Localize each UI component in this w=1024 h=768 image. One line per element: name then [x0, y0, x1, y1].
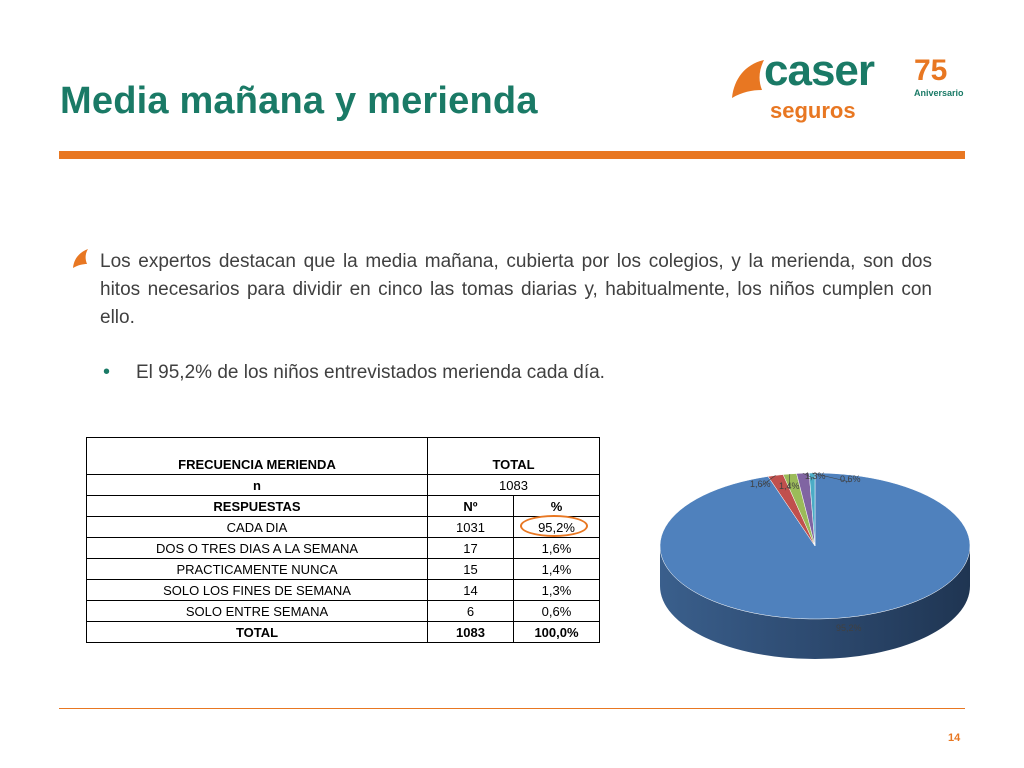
- highlight-circle: [520, 515, 588, 537]
- logo-sail-icon: [732, 60, 764, 98]
- total-label: TOTAL: [86, 621, 428, 643]
- logo-subtitle: seguros: [770, 98, 856, 123]
- pie-chart: 1,6% 1,4% 1,3% 0,6% 95,2%: [650, 460, 980, 690]
- row-num: 15: [427, 558, 514, 580]
- row-num: 1031: [427, 516, 514, 538]
- pie-leader-line: [802, 472, 816, 480]
- intro-paragraph: Los expertos destacan que la media mañan…: [100, 251, 932, 328]
- pie-chart-svg: [659, 472, 971, 659]
- pie-leader-line: [788, 473, 791, 490]
- pie-leader-line: [812, 472, 851, 483]
- footer-divider: [59, 708, 965, 709]
- pie-data-label: 1,6%: [750, 479, 771, 489]
- table-header-total: TOTAL: [427, 437, 600, 475]
- table-col-num: Nº: [427, 495, 514, 517]
- page-number: 14: [948, 732, 961, 744]
- row-pct: 1,6%: [513, 537, 600, 559]
- frequency-table: FRECUENCIA MERIENDA TOTAL n 1083 RESPUES…: [86, 437, 600, 643]
- table-header-frecuencia: FRECUENCIA MERIENDA: [86, 437, 428, 475]
- pie-data-label: 1,4%: [779, 481, 800, 491]
- row-label: SOLO LOS FINES DE SEMANA: [86, 579, 428, 601]
- bullet-text: El 95,2% de los niños entrevistados meri…: [136, 362, 605, 383]
- row-label: CADA DIA: [86, 516, 428, 538]
- table-row: SOLO ENTRE SEMANA 6 0,6%: [86, 600, 600, 622]
- pie-data-label: 0,6%: [840, 474, 861, 484]
- table-n-row: n 1083: [86, 474, 600, 496]
- table-col-respuestas: RESPUESTAS: [86, 495, 428, 517]
- row-num: 14: [427, 579, 514, 601]
- row-num: 6: [427, 600, 514, 622]
- row-label: SOLO ENTRE SEMANA: [86, 600, 428, 622]
- table-row: SOLO LOS FINES DE SEMANA 14 1,3%: [86, 579, 600, 601]
- table-row: PRACTICAMENTE NUNCA 15 1,4%: [86, 558, 600, 580]
- table-header-row: FRECUENCIA MERIENDA TOTAL: [86, 437, 600, 475]
- row-pct: 1,4%: [513, 558, 600, 580]
- table-total-row: TOTAL 1083 100,0%: [86, 621, 600, 643]
- row-num: 17: [427, 537, 514, 559]
- row-pct: 1,3%: [513, 579, 600, 601]
- total-pct: 100,0%: [513, 621, 600, 643]
- table-row: DOS O TRES DIAS A LA SEMANA 17 1,6%: [86, 537, 600, 559]
- table-row: CADA DIA 1031 95,2%: [86, 515, 600, 538]
- page-title: Media mañana y merienda: [60, 80, 538, 122]
- row-pct: 0,6%: [513, 600, 600, 622]
- pie-data-label: 1,3%: [805, 471, 826, 481]
- pie-data-label: 95,2%: [836, 623, 862, 633]
- table-col-pct: %: [513, 495, 600, 517]
- paragraph-sail-icon: [73, 249, 88, 268]
- logo-brand: caser: [764, 46, 875, 95]
- row-pct-highlighted: 95,2%: [513, 515, 600, 538]
- caser-logo: caser seguros 75 Aniversario: [728, 46, 978, 132]
- anniversary-number: 75: [914, 54, 948, 87]
- header-divider: [59, 151, 965, 159]
- total-num: 1083: [427, 621, 514, 643]
- bullet-dot-icon: •: [103, 361, 111, 383]
- anniversary-text: Aniversario: [914, 88, 964, 98]
- row-label: DOS O TRES DIAS A LA SEMANA: [86, 537, 428, 559]
- table-n-label: n: [86, 474, 428, 496]
- pie-leader-line: [759, 475, 776, 488]
- table-n-value: 1083: [427, 474, 600, 496]
- row-label: PRACTICAMENTE NUNCA: [86, 558, 428, 580]
- table-subheader-row: RESPUESTAS Nº %: [86, 495, 600, 517]
- pie-side-band: [660, 546, 970, 659]
